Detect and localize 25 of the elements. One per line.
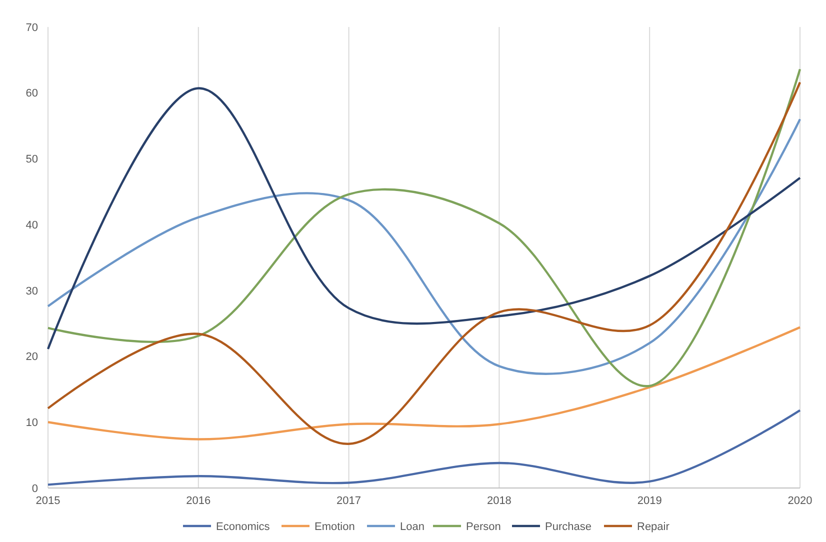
y-tick-label: 50 [26, 154, 38, 166]
legend-label: Emotion [314, 520, 355, 533]
y-tick-label: 40 [26, 219, 38, 232]
legend-label: Repair [637, 520, 670, 533]
line-series [46, 326, 802, 440]
x-tick-label: 2016 [186, 495, 211, 507]
legend-label: Economics [216, 520, 270, 533]
y-tick-label: 0 [32, 482, 38, 495]
y-tick-label: 70 [26, 22, 38, 34]
y-tick-label: 20 [26, 351, 38, 364]
x-tick-label: 2019 [637, 495, 662, 507]
line-series [46, 409, 802, 486]
y-tick-label: 10 [26, 416, 38, 429]
y-tick-label: 30 [26, 285, 38, 298]
line-series [46, 87, 802, 350]
x-tick-label: 2017 [336, 495, 362, 507]
x-tick-label: 2015 [36, 495, 60, 507]
legend-label: Loan [400, 520, 424, 533]
line-series [46, 68, 802, 388]
x-tick-label: 2020 [788, 495, 812, 507]
x-tick-label: 2018 [486, 495, 512, 507]
y-tick-label: 60 [26, 88, 38, 100]
line-series [46, 81, 802, 445]
legend-label: Purchase [545, 520, 592, 533]
legend-label: Person [466, 520, 501, 533]
